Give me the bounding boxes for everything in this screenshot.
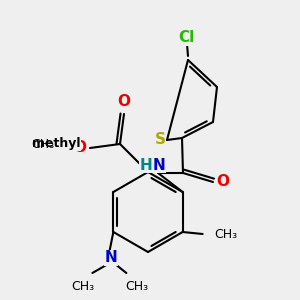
Text: CH₃: CH₃ — [71, 280, 94, 293]
Text: S: S — [154, 133, 166, 148]
Text: N: N — [105, 250, 118, 266]
Text: N: N — [153, 158, 165, 172]
Text: CH₃: CH₃ — [214, 227, 238, 241]
Text: H: H — [140, 158, 152, 172]
Text: O: O — [74, 140, 86, 155]
Text: O: O — [118, 94, 130, 110]
Text: Cl: Cl — [178, 31, 194, 46]
Text: O: O — [217, 175, 230, 190]
Text: methyl: methyl — [32, 137, 80, 151]
Text: CH₃: CH₃ — [125, 280, 148, 293]
Text: CH₃: CH₃ — [31, 137, 54, 151]
